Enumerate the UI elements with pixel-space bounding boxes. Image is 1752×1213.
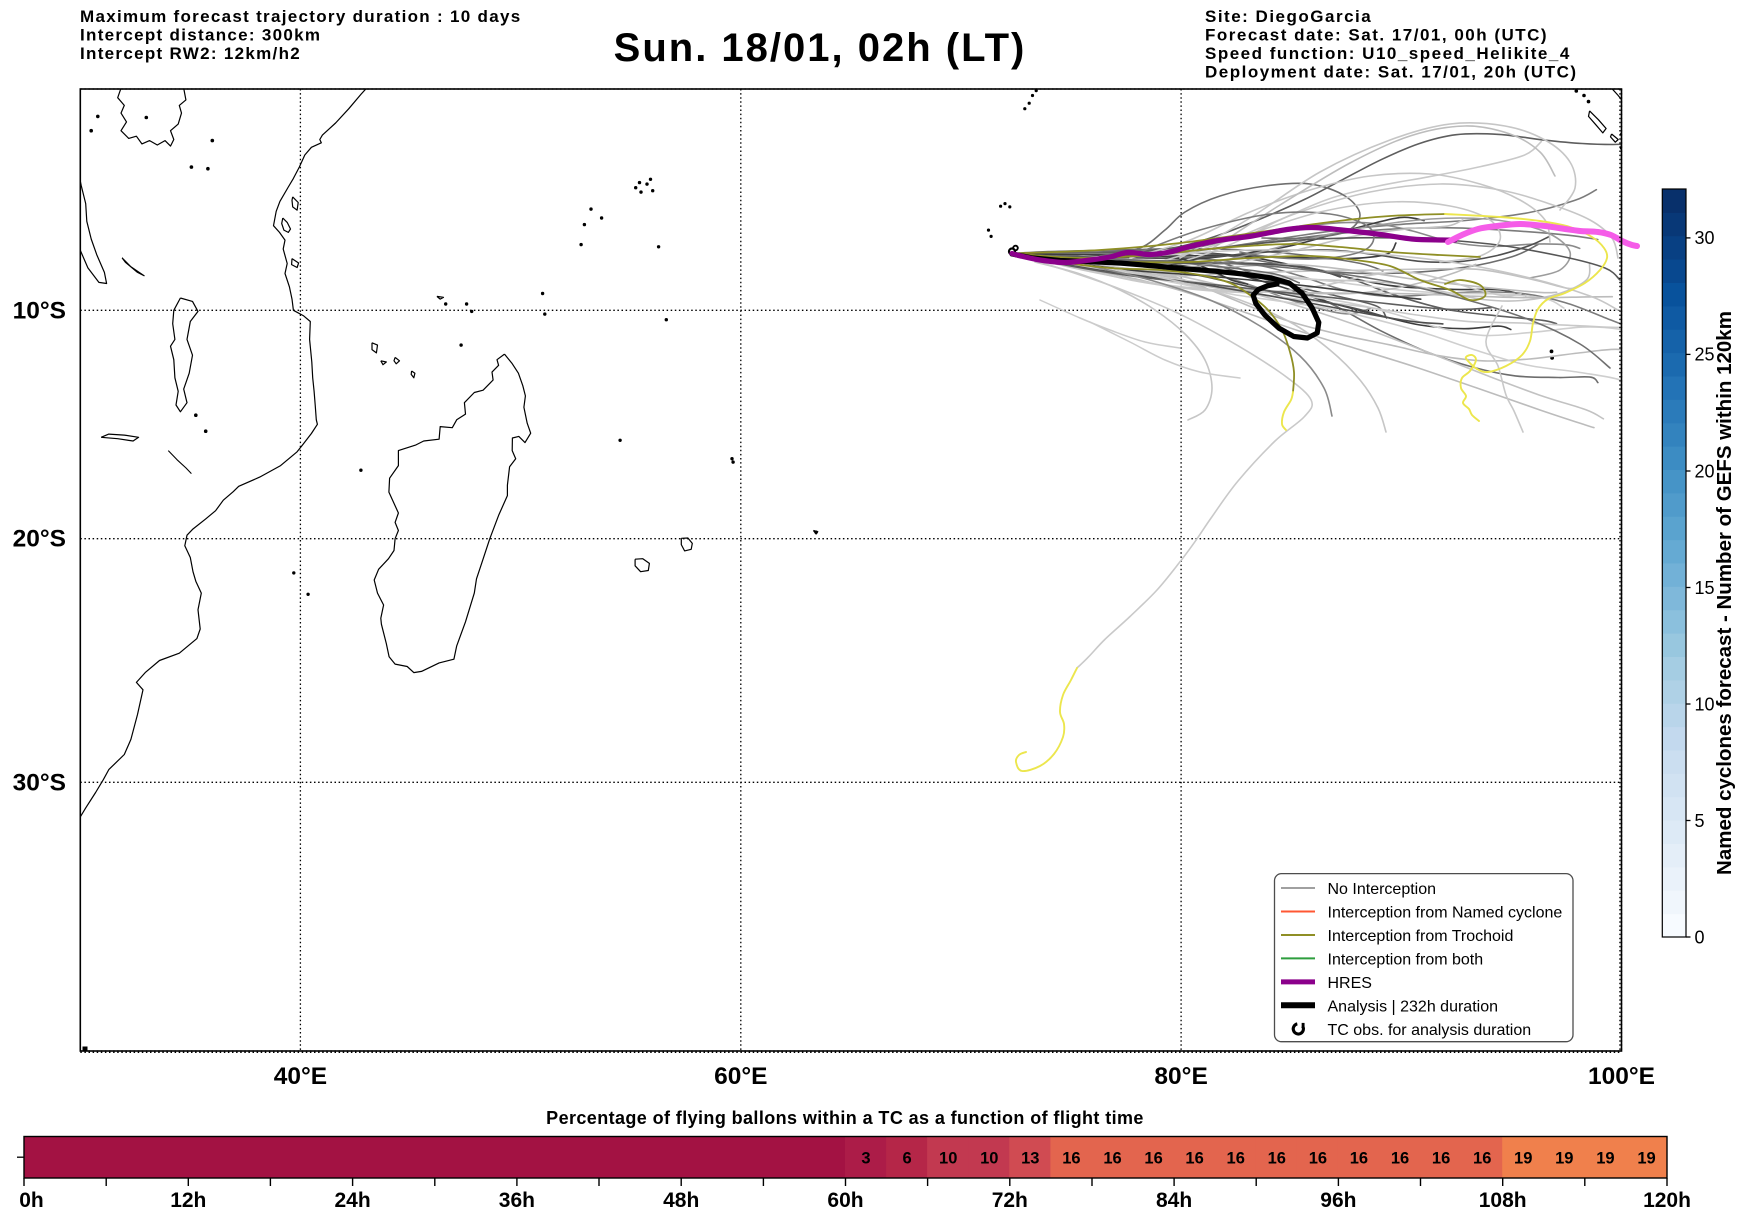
svg-text:16: 16 [1473,1150,1491,1168]
svg-text:16: 16 [1144,1150,1162,1168]
svg-text:12h: 12h [170,1189,206,1212]
svg-text:16: 16 [1350,1150,1368,1168]
svg-text:72h: 72h [992,1189,1028,1212]
svg-text:10°S: 10°S [13,297,66,324]
svg-text:0h: 0h [19,1189,44,1212]
svg-text:HRES: HRES [1328,975,1372,992]
svg-text:16: 16 [1185,1150,1203,1168]
svg-text:16: 16 [1268,1150,1286,1168]
svg-text:19: 19 [1555,1150,1573,1168]
svg-text:No Interception: No Interception [1328,881,1437,898]
svg-text:15: 15 [1695,578,1715,598]
svg-text:Interception from both: Interception from both [1328,952,1484,969]
svg-text:19: 19 [1596,1150,1614,1168]
svg-text:10: 10 [939,1150,957,1168]
svg-text:Analysis | 232h duration: Analysis | 232h duration [1328,999,1498,1016]
svg-text:84h: 84h [1156,1189,1192,1212]
svg-text:19: 19 [1514,1150,1532,1168]
svg-text:Sun. 18/01, 02h (LT): Sun. 18/01, 02h (LT) [614,26,1027,70]
svg-text:Site: DiegoGarcia: Site: DiegoGarcia [1205,7,1372,26]
svg-text:5: 5 [1695,811,1705,831]
svg-text:30°S: 30°S [13,769,66,796]
svg-text:Maximum forecast trajectory du: Maximum forecast trajectory duration : 1… [80,7,521,26]
svg-text:60°E: 60°E [714,1063,767,1090]
svg-text:0: 0 [1695,927,1705,947]
svg-text:Percentage of flying ballons w: Percentage of flying ballons within a TC… [546,1108,1144,1128]
svg-text:13: 13 [1021,1150,1039,1168]
svg-text:25: 25 [1695,345,1715,365]
svg-text:16: 16 [1103,1150,1121,1168]
svg-text:40°E: 40°E [274,1063,327,1090]
svg-text:20°S: 20°S [13,526,66,553]
svg-text:36h: 36h [499,1189,535,1212]
svg-text:120h: 120h [1643,1189,1691,1212]
svg-text:10: 10 [980,1150,998,1168]
svg-text:80°E: 80°E [1154,1063,1207,1090]
svg-text:Named cyclones forecast - Numb: Named cyclones forecast - Number of GEFS… [1713,311,1736,875]
svg-text:3: 3 [861,1150,870,1168]
svg-text:6: 6 [903,1150,912,1168]
svg-text:16: 16 [1432,1150,1450,1168]
svg-text:24h: 24h [335,1189,371,1212]
svg-text:10: 10 [1695,694,1715,714]
svg-text:108h: 108h [1479,1189,1527,1212]
svg-text:20: 20 [1695,461,1715,481]
svg-text:100°E: 100°E [1588,1063,1655,1090]
svg-text:Interception from Named cyclon: Interception from Named cyclone [1328,905,1563,922]
svg-text:16: 16 [1062,1150,1080,1168]
svg-text:Forecast date: Sat. 17/01, 00h: Forecast date: Sat. 17/01, 00h (UTC) [1205,26,1548,45]
svg-text:48h: 48h [663,1189,699,1212]
svg-text:96h: 96h [1320,1189,1356,1212]
svg-text:16: 16 [1391,1150,1409,1168]
svg-text:16: 16 [1309,1150,1327,1168]
svg-text:60h: 60h [827,1189,863,1212]
svg-text:Interception from Trochoid: Interception from Trochoid [1328,928,1514,945]
svg-text:30: 30 [1695,228,1715,248]
svg-text:16: 16 [1227,1150,1245,1168]
svg-text:TC obs. for analysis duration: TC obs. for analysis duration [1328,1022,1532,1039]
svg-text:Intercept RW2: 12km/h2: Intercept RW2: 12km/h2 [80,44,301,63]
svg-text:Speed function: U10_speed_Heli: Speed function: U10_speed_Helikite_4 [1205,44,1571,63]
svg-text:Deployment date: Sat. 17/01, 2: Deployment date: Sat. 17/01, 20h (UTC) [1205,63,1578,82]
svg-text:19: 19 [1637,1150,1655,1168]
svg-text:Intercept distance: 300km: Intercept distance: 300km [80,26,321,45]
